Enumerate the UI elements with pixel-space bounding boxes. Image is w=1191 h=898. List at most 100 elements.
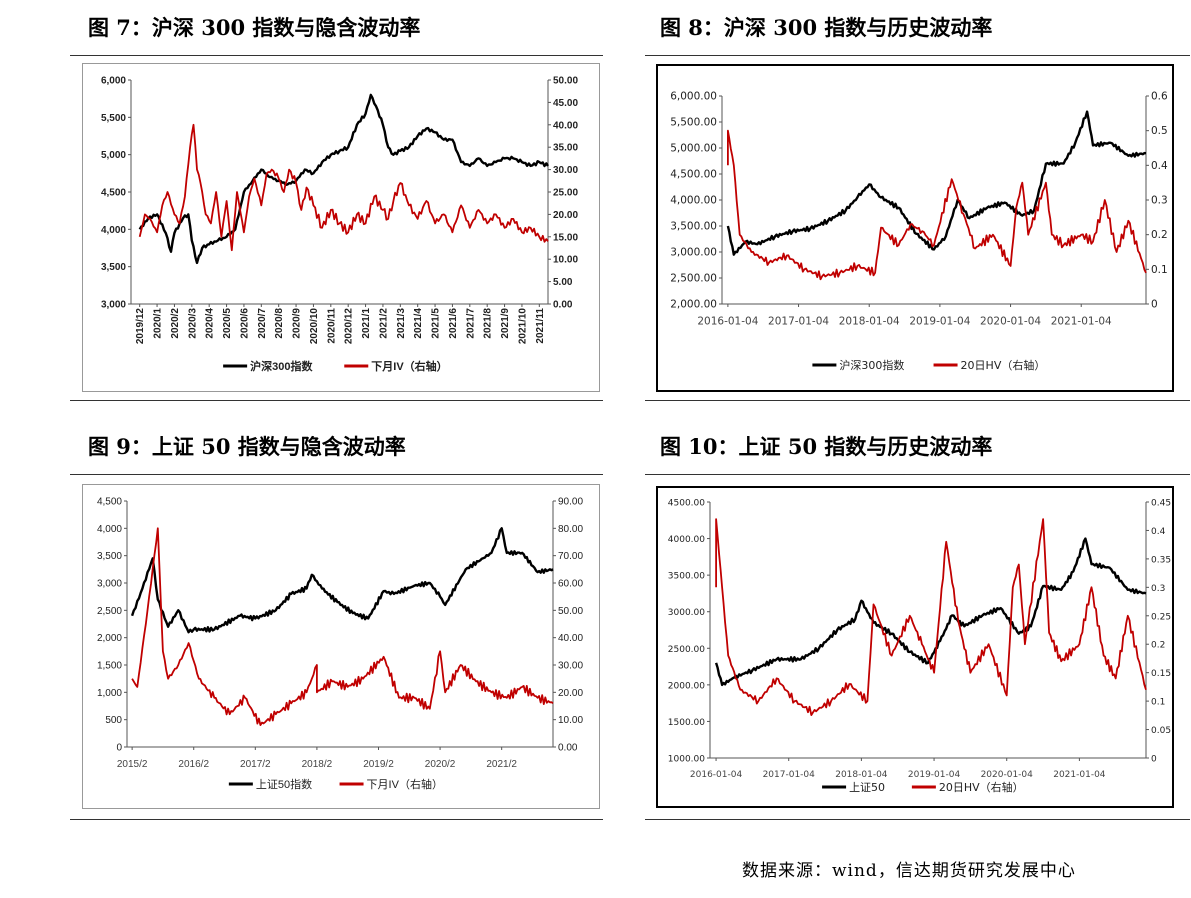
left-tick-label: 6,000 (101, 76, 126, 87)
right-tick-label: 0.2 (1151, 641, 1165, 651)
x-tick-label: 2020/2 (425, 759, 456, 770)
right-tick-label: 0.15 (1151, 669, 1171, 679)
x-tick-label: 2018-01-04 (839, 316, 900, 328)
figure-8-bottom-rule (645, 400, 1190, 401)
right-tick-label: 40.00 (558, 633, 583, 644)
figure-7-title: 图 7：沪深 300 指数与隐含波动率 (88, 15, 421, 40)
x-tick-label: 2020/7 (257, 308, 268, 339)
left-tick-label: 0 (116, 743, 122, 754)
left-tick-label: 6,000.00 (670, 91, 717, 103)
right-tick-label: 0 (1151, 299, 1158, 311)
legend: 上证50指数 下月IV（右轴） (228, 777, 443, 791)
left-tick-label: 4000.00 (668, 535, 705, 545)
x-tick-label: 2015/2 (117, 759, 148, 770)
left-tick-label: 4,500.00 (670, 169, 717, 181)
left-tick-label: 5,500 (101, 113, 126, 124)
figure-10-bottom-rule (645, 819, 1190, 820)
left-tick-label: 3,500 (97, 551, 122, 562)
x-tick-label: 2021/8 (483, 308, 494, 339)
left-tick-label: 3,000 (97, 579, 122, 590)
left-tick-label: 2,500.00 (670, 273, 717, 285)
series-line-index (726, 110, 1147, 256)
figure-9-title: 图 9：上证 50 指数与隐含波动率 (88, 434, 406, 459)
left-tick-label: 1,500 (97, 661, 122, 672)
x-tick-label: 2021/7 (465, 308, 476, 339)
right-tick-label: 0.05 (1151, 726, 1171, 736)
left-tick-label: 5,000 (101, 150, 126, 161)
x-tick-label: 2017/2 (240, 759, 271, 770)
x-tick-label: 2018/2 (302, 759, 333, 770)
series-line-index (138, 93, 549, 265)
figure-10-svg: 1000.00 1500.00 2000.00 2500.00 3000.00 3500.… (668, 499, 1171, 795)
figure-8-svg: 2,000.00 2,500.00 3,000.00 3,500.00 4,000.00… (670, 91, 1168, 373)
figure-10-top-rule (645, 474, 1190, 475)
x-tick-label: 2020/8 (274, 308, 285, 339)
right-tick-label: 35.00 (553, 143, 578, 154)
left-tick-label: 3,500.00 (670, 221, 717, 233)
left-tick-label: 500 (105, 715, 122, 726)
x-tick-label: 2017-01-04 (768, 316, 829, 328)
right-tick-label: 0.45 (1151, 499, 1171, 509)
right-tick-label: 25.00 (553, 188, 578, 199)
left-tick-label: 5,500.00 (670, 117, 717, 129)
figure-9-svg: 0 500 1,000 1,500 2,000 2,500 3,000 3,500 4,000 4… (97, 497, 583, 792)
x-tick-label: 2018-01-04 (835, 770, 888, 780)
legend-label: 下月IV（右轴） (371, 359, 447, 373)
x-tick-label: 2019/12 (135, 308, 146, 345)
x-tick-label: 2016/2 (178, 759, 209, 770)
legend-label: 沪深300指数 (250, 359, 313, 373)
legend-label: 下月IV（右轴） (367, 777, 443, 791)
plot-area: 1000.00 1500.00 2000.00 2500.00 3000.00 3500.… (668, 499, 1171, 781)
right-tick-label: 0.35 (1151, 555, 1171, 565)
series-line-volatility (715, 518, 1147, 716)
right-tick-label: 30.00 (553, 165, 578, 176)
figure-10-title: 图 10：上证 50 指数与历史波动率 (660, 434, 993, 459)
figure-7-top-rule (70, 55, 603, 56)
right-tick-label: 0.2 (1151, 229, 1168, 241)
legend-label: 沪深300指数 (839, 358, 904, 372)
legend: 沪深300指数 20日HV（右轴） (812, 358, 1045, 372)
right-tick-label: 0.4 (1151, 160, 1168, 172)
x-tick-label: 2021/10 (517, 308, 528, 345)
x-tick-label: 2020/6 (239, 308, 250, 339)
x-tick-label: 2021/4 (413, 308, 424, 339)
right-tick-label: 0.1 (1151, 264, 1168, 276)
x-tick-label: 2020/10 (309, 308, 320, 345)
right-tick-label: 20.00 (558, 688, 583, 699)
right-tick-label: 60.00 (558, 579, 583, 590)
left-tick-label: 3,000.00 (670, 247, 717, 259)
x-tick-label: 2017-01-04 (763, 770, 816, 780)
left-tick-label: 2,000 (97, 633, 122, 644)
x-tick-label: 2020-01-04 (980, 316, 1041, 328)
right-tick-label: 0.3 (1151, 584, 1165, 594)
legend-label: 上证50指数 (256, 777, 312, 791)
right-tick-label: 10.00 (553, 255, 578, 266)
x-tick-label: 2021/5 (431, 308, 442, 339)
left-tick-label: 4,500 (101, 188, 126, 199)
series-line-volatility (727, 129, 1147, 281)
right-tick-label: 0.1 (1151, 698, 1165, 708)
left-tick-label: 1500.00 (668, 718, 705, 728)
series-line-index (130, 527, 554, 634)
left-tick-label: 3,000 (101, 300, 126, 311)
right-tick-label: 0.00 (553, 300, 573, 311)
left-tick-label: 4,000.00 (670, 195, 717, 207)
plot-area: 3,000 3,500 4,000 4,500 5,000 5,500 6,000 0.00 5… (101, 76, 578, 345)
right-tick-label: 0.00 (558, 743, 578, 754)
figure-9-bottom-rule (70, 819, 603, 820)
x-tick-label: 2021-01-04 (1051, 316, 1112, 328)
left-tick-label: 2500.00 (668, 645, 705, 655)
left-tick-label: 2000.00 (668, 681, 705, 691)
right-tick-label: 50.00 (553, 76, 578, 87)
right-tick-label: 15.00 (553, 232, 578, 243)
x-tick-label: 2020/11 (326, 308, 337, 344)
x-tick-label: 2021/6 (448, 308, 459, 339)
series-line-volatility (138, 123, 549, 252)
x-tick-label: 2020/12 (344, 308, 355, 345)
data-source-note: 数据来源：wind，信达期货研究发展中心 (742, 861, 1076, 881)
plot-area: 2,000.00 2,500.00 3,000.00 3,500.00 4,000.00… (670, 91, 1168, 328)
x-tick-label: 2021/1 (361, 308, 372, 339)
left-tick-label: 4,000 (101, 225, 126, 236)
figure-8-top-rule (645, 55, 1190, 56)
left-tick-label: 1,000 (97, 688, 122, 699)
